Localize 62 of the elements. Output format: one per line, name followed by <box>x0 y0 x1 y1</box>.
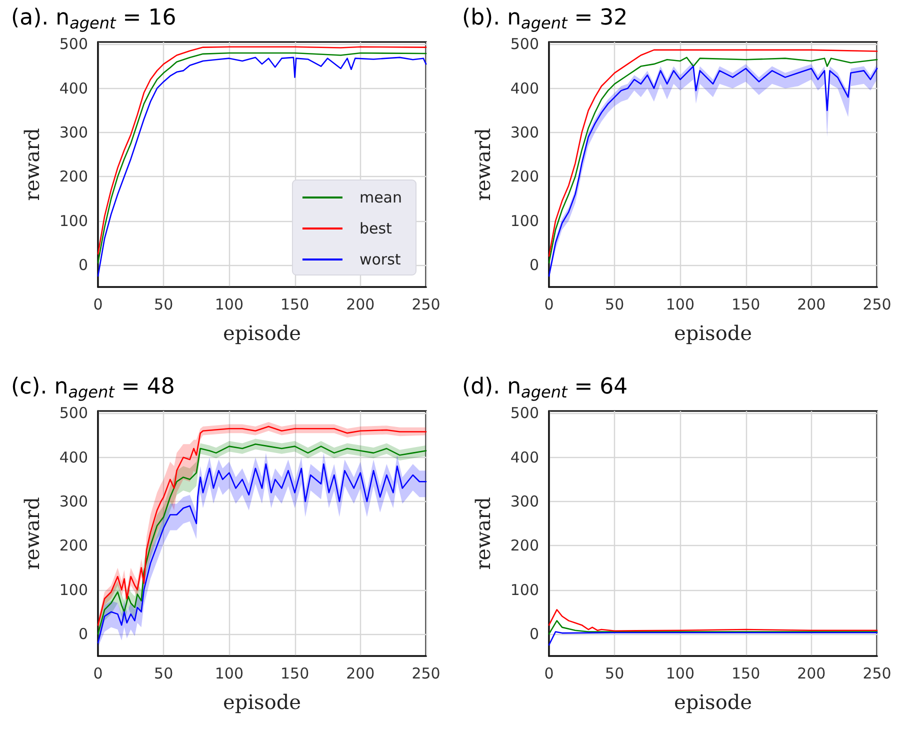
line-series <box>548 620 878 635</box>
y-tick-label: 0 <box>529 624 539 643</box>
y-tick-label: 300 <box>510 123 539 142</box>
y-tick-label: 500 <box>59 35 88 54</box>
x-tick-label: 0 <box>93 664 103 682</box>
y-tick-label: 0 <box>78 624 88 643</box>
y-tick-label: 100 <box>59 580 88 599</box>
x-tick-label: 50 <box>605 296 624 314</box>
x-tick-label: 250 <box>412 664 440 682</box>
x-tick-label: 150 <box>731 296 760 314</box>
y-tick-label: 0 <box>78 256 88 274</box>
y-tick-label: 400 <box>510 448 539 466</box>
y-tick-label: 0 <box>529 256 539 274</box>
line-series <box>548 631 878 646</box>
y-tick-label: 200 <box>510 168 539 186</box>
y-tick-label: 100 <box>510 212 539 230</box>
legend-label: mean <box>359 188 402 206</box>
y-tick-label: 100 <box>59 212 88 230</box>
y-axis-title: reward <box>20 128 44 201</box>
x-tick-label: 0 <box>93 296 103 314</box>
y-tick-label: 500 <box>510 35 539 54</box>
x-tick-label: 0 <box>544 664 554 682</box>
line-series <box>548 609 878 632</box>
y-tick-label: 500 <box>510 404 539 422</box>
y-tick-label: 200 <box>510 536 539 555</box>
x-tick-label: 150 <box>280 296 310 314</box>
x-tick-label: 100 <box>214 296 244 314</box>
y-tick-label: 400 <box>510 79 539 98</box>
y-tick-label: 400 <box>59 448 88 466</box>
x-tick-label: 50 <box>154 664 174 682</box>
y-tick-label: 100 <box>510 580 539 599</box>
x-tick-label: 200 <box>346 664 375 682</box>
x-tick-label: 200 <box>797 296 826 314</box>
x-tick-label: 100 <box>666 296 695 314</box>
y-tick-label: 300 <box>510 492 539 510</box>
y-tick-label: 200 <box>59 536 88 555</box>
y-axis-title: reward <box>20 496 44 570</box>
y-tick-label: 300 <box>59 123 88 142</box>
x-tick-label: 50 <box>154 296 174 314</box>
x-axis-title: episode <box>223 321 301 345</box>
x-tick-label: 250 <box>862 664 892 682</box>
y-axis-title: reward <box>471 496 495 570</box>
y-tick-label: 300 <box>59 492 88 510</box>
x-tick-label: 100 <box>666 664 695 682</box>
x-tick-label: 150 <box>280 664 310 682</box>
x-tick-label: 50 <box>605 664 624 682</box>
x-axis-title: episode <box>674 321 752 345</box>
y-tick-label: 400 <box>59 79 88 98</box>
x-tick-label: 200 <box>797 664 826 682</box>
x-tick-label: 250 <box>862 296 892 314</box>
x-tick-label: 200 <box>346 296 375 314</box>
x-tick-label: 250 <box>412 296 440 314</box>
x-tick-label: 150 <box>731 664 760 682</box>
x-tick-label: 0 <box>544 296 554 314</box>
x-tick-label: 100 <box>214 664 244 682</box>
y-tick-label: 500 <box>59 404 88 422</box>
x-axis-title: episode <box>674 690 752 714</box>
x-axis-title: episode <box>223 690 301 714</box>
legend-label: worst <box>359 250 401 268</box>
legend-label: best <box>359 220 392 238</box>
y-axis-title: reward <box>471 128 495 201</box>
y-tick-label: 200 <box>59 168 88 186</box>
